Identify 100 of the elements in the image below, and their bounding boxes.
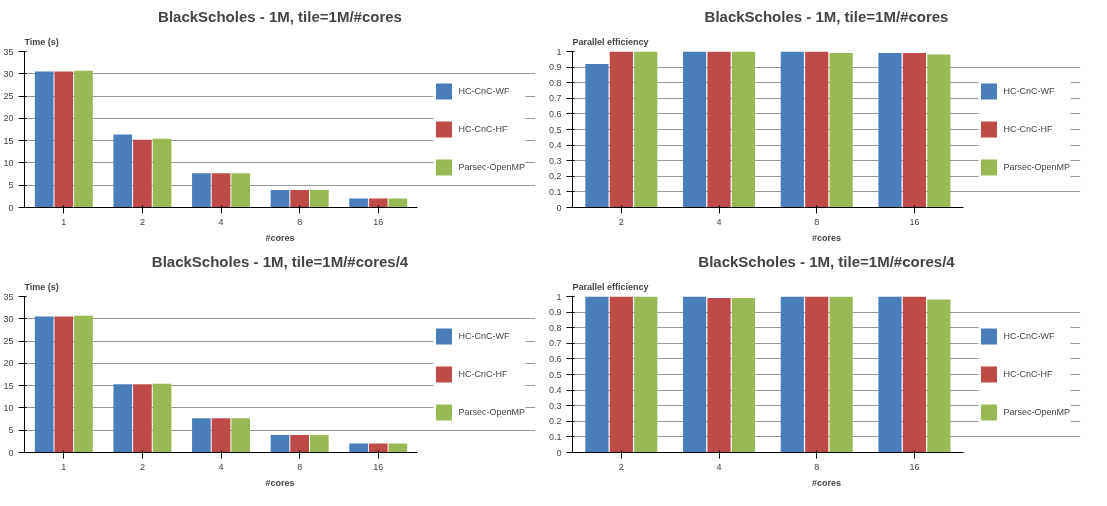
x-axis-title: #cores [265, 477, 295, 488]
y-tick-label: 0.6 [548, 353, 562, 364]
x-tick-label: 2 [618, 461, 624, 472]
x-axis-title: #cores [265, 232, 295, 243]
bar [113, 384, 133, 453]
bar [113, 134, 133, 208]
bar [211, 173, 231, 208]
legend-label: Parsec-OpenMP [458, 407, 525, 417]
y-tick-label: 0.4 [548, 140, 562, 151]
bar [133, 384, 152, 453]
y-tick-label: 10 [3, 402, 14, 413]
y-tick-label: 0 [556, 447, 562, 458]
bar [54, 71, 74, 208]
y-tick-label: 0.1 [548, 186, 562, 197]
y-tick-label: 20 [3, 113, 14, 124]
bar [349, 198, 368, 208]
bar [368, 198, 388, 208]
x-tick-label: 8 [297, 461, 303, 472]
y-tick-label: 35 [3, 46, 14, 57]
x-axis-title: #cores [811, 232, 842, 243]
legend-label: Parsec-OpenMP [1003, 162, 1070, 172]
y-tick-label: 0.6 [548, 108, 562, 119]
y-axis-title: Time (s) [24, 36, 59, 47]
y-tick-label: 0 [556, 202, 562, 213]
chart-title: BlackScholes - 1M, tile=1M/#cores/4 [151, 252, 409, 270]
chart-title: BlackScholes - 1M, tile=1M/#cores [704, 7, 949, 25]
y-tick-label: 30 [3, 68, 14, 79]
bar [231, 173, 251, 208]
y-tick-label: 0 [8, 202, 14, 213]
text: HC-CnC-HF [1003, 369, 1053, 379]
y-tick-label: 1 [556, 291, 562, 302]
legend-label: HC-CnC-WF [1003, 86, 1055, 96]
x-tick-label: 16 [373, 216, 384, 227]
x-tick-label: 1 [61, 461, 67, 472]
y-tick-label: 0.7 [548, 93, 562, 104]
y-tick-label: 35 [3, 291, 14, 302]
x-tick-label: 2 [139, 216, 145, 227]
bar [231, 418, 251, 453]
bar [309, 435, 329, 453]
x-axis-title: #cores [811, 477, 842, 488]
x-tick-label: 16 [373, 461, 384, 472]
x-tick-label: 2 [139, 461, 145, 472]
x-tick-label: 8 [814, 461, 820, 472]
legend-label: HC-CnC-WF [458, 86, 510, 96]
y-tick-label: 5 [8, 180, 14, 191]
y-tick-label: 5 [8, 425, 14, 436]
bar [211, 418, 231, 453]
x-tick-label: 4 [716, 216, 722, 227]
x-tick-label: 4 [218, 216, 224, 227]
y-tick-label: 20 [3, 358, 14, 369]
bar [54, 316, 74, 453]
y-tick-label: 10 [3, 157, 14, 168]
chart-title: BlackScholes - 1M, tile=1M/#cores/4 [698, 252, 956, 270]
x-tick-label: 2 [618, 216, 624, 227]
x-tick-label: 8 [814, 216, 820, 227]
bar [192, 173, 211, 208]
x-tick-label: 4 [716, 461, 722, 472]
bar [290, 435, 309, 453]
y-tick-label: 0.2 [548, 416, 562, 427]
y-tick-label: 0.7 [548, 338, 562, 349]
x-tick-label: 8 [297, 216, 303, 227]
legend-label: HC-CnC-HF [458, 124, 508, 134]
chart-title: BlackScholes - 1M, tile=1M/#cores [158, 7, 402, 25]
text: HC-CnC-WF [458, 331, 510, 341]
y-tick-label: 0.8 [548, 77, 562, 88]
y-axis-title: Time (s) [24, 281, 59, 292]
legend-label: Parsec-OpenMP [1003, 407, 1070, 417]
bar [290, 190, 309, 208]
y-axis-title: Parallel efficiency [572, 281, 649, 292]
bar [34, 316, 54, 453]
bar [74, 315, 93, 453]
x-tick-label: 4 [218, 461, 224, 472]
bar [309, 190, 329, 208]
y-tick-label: 0.8 [548, 322, 562, 333]
y-tick-label: 0.4 [548, 385, 562, 396]
text: HC-CnC-WF [1003, 331, 1055, 341]
bar [349, 443, 368, 453]
y-tick-label: 0.3 [548, 400, 562, 411]
y-tick-label: 0 [8, 447, 14, 458]
bar [270, 435, 290, 453]
x-tick-label: 16 [909, 216, 920, 227]
y-tick-label: 0.9 [548, 307, 562, 318]
y-tick-label: 1 [556, 46, 562, 57]
y-axis-title: Parallel efficiency [572, 36, 649, 47]
text: HC-CnC-HF [458, 369, 508, 379]
bar [152, 383, 172, 453]
y-tick-label: 25 [3, 336, 14, 347]
y-tick-label: 0.1 [548, 431, 562, 442]
bar [152, 138, 172, 208]
y-tick-label: 25 [3, 91, 14, 102]
bar [270, 190, 290, 208]
bar [133, 139, 152, 208]
y-tick-label: 0.9 [548, 62, 562, 73]
x-tick-label: 1 [61, 216, 67, 227]
y-tick-label: 0.3 [548, 155, 562, 166]
bar [34, 71, 54, 208]
y-tick-label: 15 [3, 380, 14, 391]
y-tick-label: 0.5 [548, 124, 562, 135]
legend-label: HC-CnC-HF [1003, 124, 1053, 134]
y-tick-label: 0.5 [548, 369, 562, 380]
